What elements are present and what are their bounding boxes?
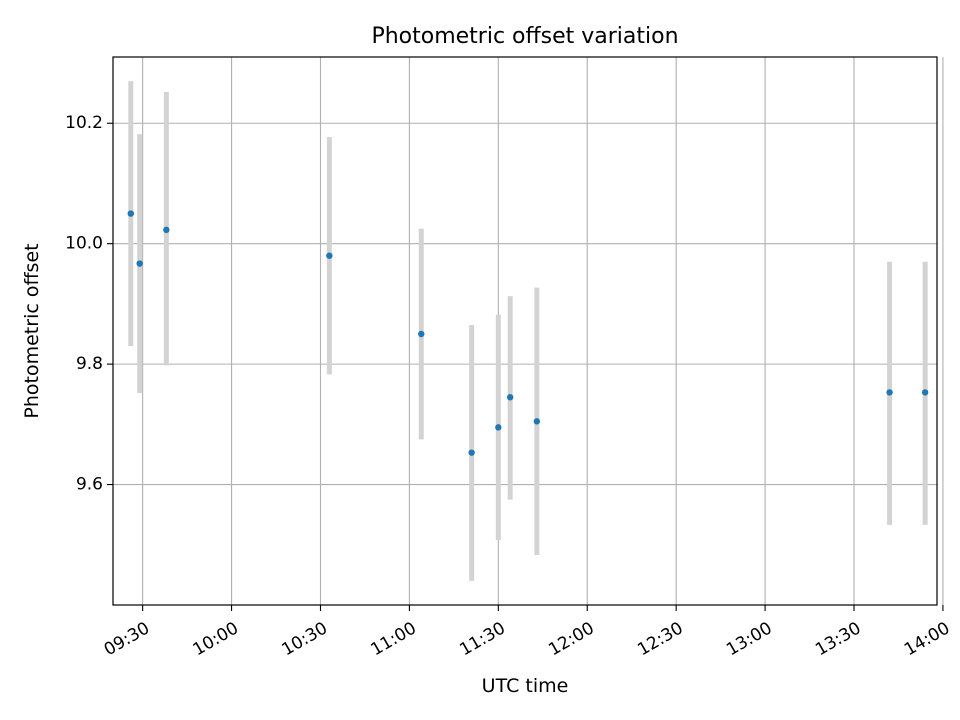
x-tick-label: 10:30 (279, 618, 331, 660)
y-tick-label: 9.8 (76, 354, 103, 374)
data-point (136, 260, 143, 267)
data-point (921, 389, 929, 396)
y-tick-label: 10.2 (65, 113, 103, 133)
x-tick-label: 09:30 (101, 618, 153, 660)
chart-title: Photometric offset variation (371, 24, 678, 49)
x-tick-label: 13:00 (723, 618, 775, 660)
plot-area-frame (112, 56, 938, 606)
x-tick-label: 13:30 (812, 618, 864, 660)
error-bars (128, 81, 928, 581)
x-tick-label: 11:00 (367, 618, 419, 660)
grid (113, 57, 944, 605)
y-axis-label: Photometric offset (21, 243, 43, 418)
y-axis-ticks: 9.6 9.8 10.0 10.2 (65, 113, 113, 495)
data-point (886, 389, 893, 396)
x-axis-ticks: 09:30 10:00 10:30 11:00 11:30 12:00 12:30 13:00… (101, 605, 953, 660)
data-point (506, 394, 514, 401)
x-tick-label: 14:00 (901, 618, 953, 660)
data-point (326, 252, 333, 259)
x-tick-label: 12:00 (545, 618, 597, 660)
data-point (495, 424, 502, 431)
data-points (127, 210, 929, 456)
data-point (163, 226, 170, 234)
data-point (468, 449, 475, 456)
y-tick-label: 10.0 (65, 234, 103, 254)
x-tick-label: 10:00 (190, 618, 242, 660)
x-tick-label: 12:30 (634, 618, 686, 660)
y-tick-label: 9.6 (76, 475, 103, 495)
x-tick-label: 11:30 (456, 618, 508, 660)
x-axis-label: UTC time (482, 675, 569, 697)
data-point (127, 210, 134, 217)
data-point (418, 330, 425, 338)
data-point (533, 418, 541, 425)
